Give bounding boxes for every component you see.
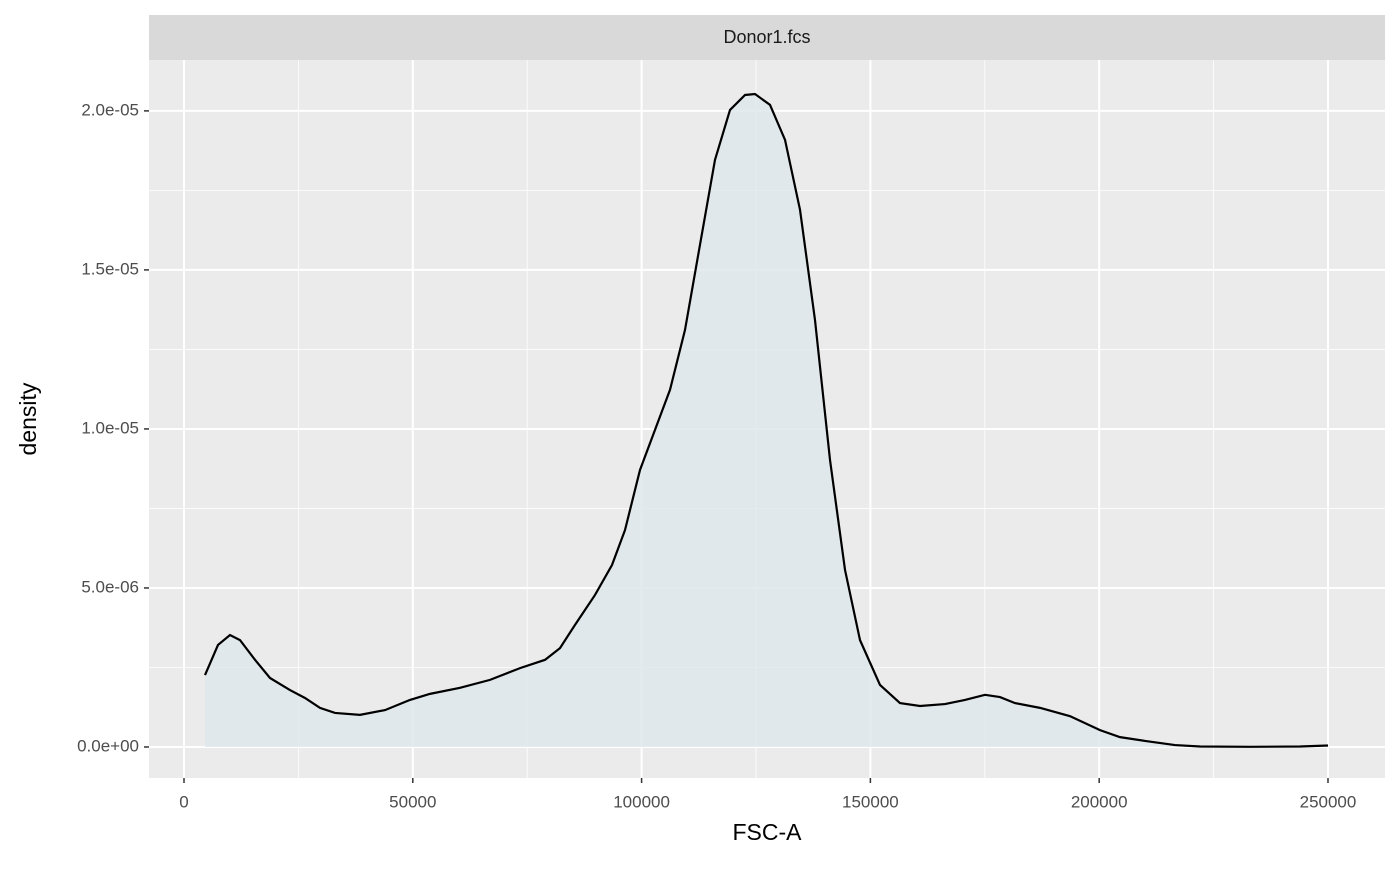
y-axis-title: density: [15, 382, 41, 455]
density-area: [205, 94, 1328, 747]
density-line: [203, 92, 1329, 748]
x-tick-label: 0: [179, 792, 188, 811]
x-tick-label: 250000: [1300, 792, 1357, 811]
y-tick-label: 0.0e+00: [77, 736, 139, 755]
strip: [149, 15, 1385, 60]
y-tick-label: 1.5e-05: [81, 259, 139, 278]
y-tick-label: 1.0e-05: [81, 418, 139, 437]
x-tick-label: 50000: [389, 792, 436, 811]
x-axis-title: FSC-A: [733, 819, 803, 845]
y-tick-label: 2.0e-05: [81, 100, 139, 119]
x-tick-label: 100000: [613, 792, 670, 811]
strip-title: Donor1.fcs: [723, 27, 810, 47]
x-tick-label: 200000: [1071, 792, 1128, 811]
y-tick-label: 5.0e-06: [81, 577, 139, 596]
x-tick-label: 150000: [842, 792, 899, 811]
